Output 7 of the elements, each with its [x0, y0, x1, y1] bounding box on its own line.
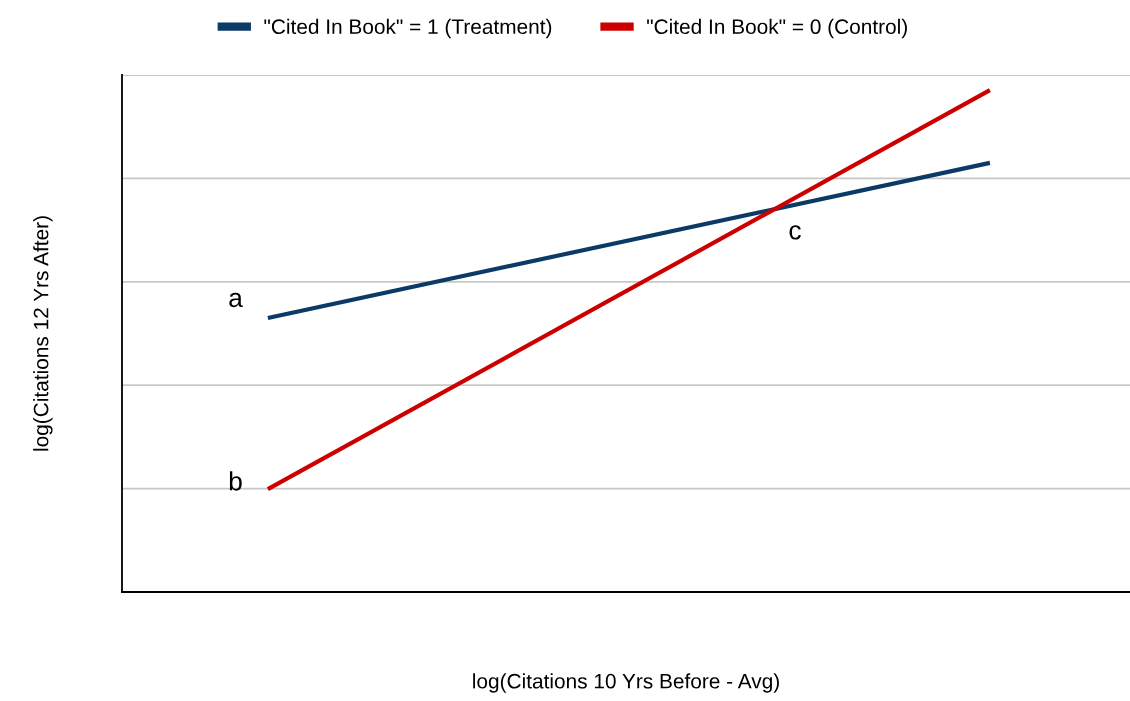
annotation: b [229, 471, 242, 491]
annotation: c [789, 225, 801, 240]
x-axis-title: log(Citations 10 Yrs Before - Avg) [473, 673, 779, 693]
annotation: a [229, 292, 243, 308]
legend-label: "Cited In Book" = 1 (Treatment) [264, 18, 552, 39]
y-axis-title: log(Citations 12 Yrs After) [33, 216, 53, 451]
legend-label: "Cited In Book" = 0 (Control) [647, 18, 907, 39]
